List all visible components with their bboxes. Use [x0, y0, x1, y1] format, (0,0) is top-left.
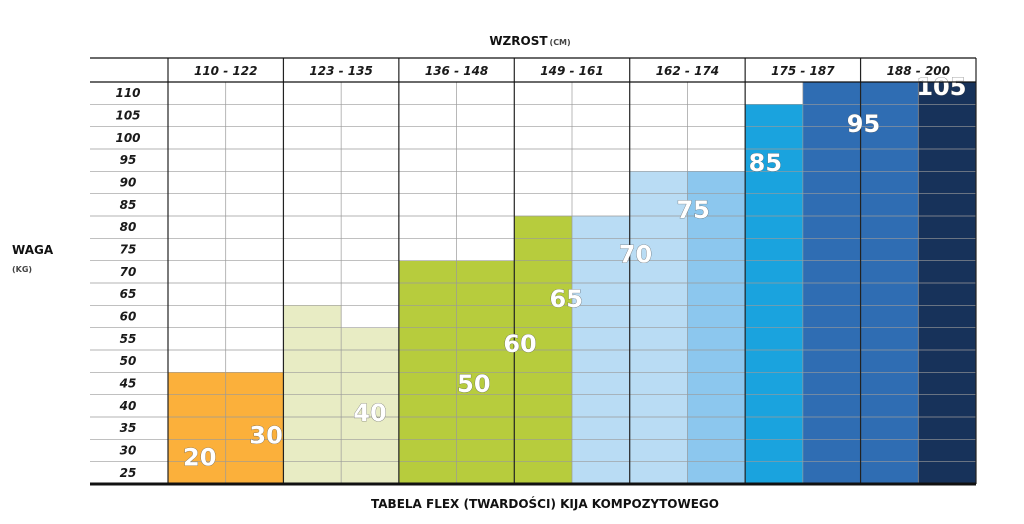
flex-band-50	[341, 327, 400, 484]
y-tick-label: 70	[120, 265, 137, 279]
flex-label-70: 70	[619, 240, 652, 268]
y-tick-label: 110	[115, 86, 140, 100]
y-tick-label: 80	[120, 220, 137, 234]
y-tick-label: 60	[120, 310, 137, 324]
flex-label-95: 95	[847, 110, 880, 138]
flex-labels: 20 30 40 50 60 65 70 75 85 95 105	[183, 73, 967, 472]
y-axis-unit: (KG)	[12, 265, 32, 274]
y-tick-label: 35	[120, 421, 137, 435]
flex-band-40	[168, 372, 227, 484]
x-tick-label: 136 - 148	[425, 64, 488, 78]
y-tick-label: 90	[120, 176, 137, 190]
x-tick-label: 123 - 135	[309, 64, 372, 78]
x-tick-label: 188 - 200	[887, 64, 950, 78]
flex-label-30: 30	[249, 421, 282, 449]
x-tick-label: 175 - 187	[771, 64, 835, 78]
y-tick-label: 25	[120, 466, 137, 480]
axes: 110 - 122 123 - 135 136 - 148 149 - 161 162 …	[90, 57, 976, 486]
x-tick-label: 162 - 174	[656, 64, 719, 78]
flex-label-75: 75	[676, 196, 709, 224]
flex-band-85	[745, 104, 804, 484]
y-axis-label: WAGA	[12, 243, 54, 257]
y-tick-label: 100	[115, 131, 140, 145]
flex-label-50: 50	[457, 370, 490, 398]
y-tick-label: 95	[120, 153, 137, 167]
y-tick-label: 30	[120, 444, 137, 458]
flex-label-20: 20	[183, 444, 216, 472]
y-tick-label: 45	[119, 377, 137, 391]
flex-label-60: 60	[503, 330, 536, 358]
x-axis-unit: (CM)	[550, 38, 571, 47]
y-tick-label: 75	[120, 243, 137, 257]
flex-label-40: 40	[353, 399, 386, 427]
flex-band-40	[225, 372, 284, 484]
x-tick-label: 149 - 161	[540, 64, 603, 78]
y-tick-label: 85	[120, 198, 137, 212]
x-axis-label: WZROST	[489, 34, 548, 48]
flex-label-105: 105	[916, 73, 966, 101]
y-tick-label: 50	[120, 354, 137, 368]
y-tick-label: 55	[120, 332, 137, 346]
y-tick-label: 65	[120, 287, 137, 301]
x-axis-title: WZROST (CM)	[489, 34, 570, 48]
chart-title: TABELA FLEX (TWARDOŚCI) KIJA KOMPOZYTOWE…	[371, 496, 719, 511]
grid-lines	[90, 58, 977, 484]
y-tick-label: 40	[119, 399, 137, 413]
flex-label-85: 85	[749, 149, 782, 177]
flex-label-65: 65	[550, 285, 583, 313]
x-tick-label: 110 - 122	[194, 64, 257, 78]
y-tick-label: 105	[115, 109, 140, 123]
